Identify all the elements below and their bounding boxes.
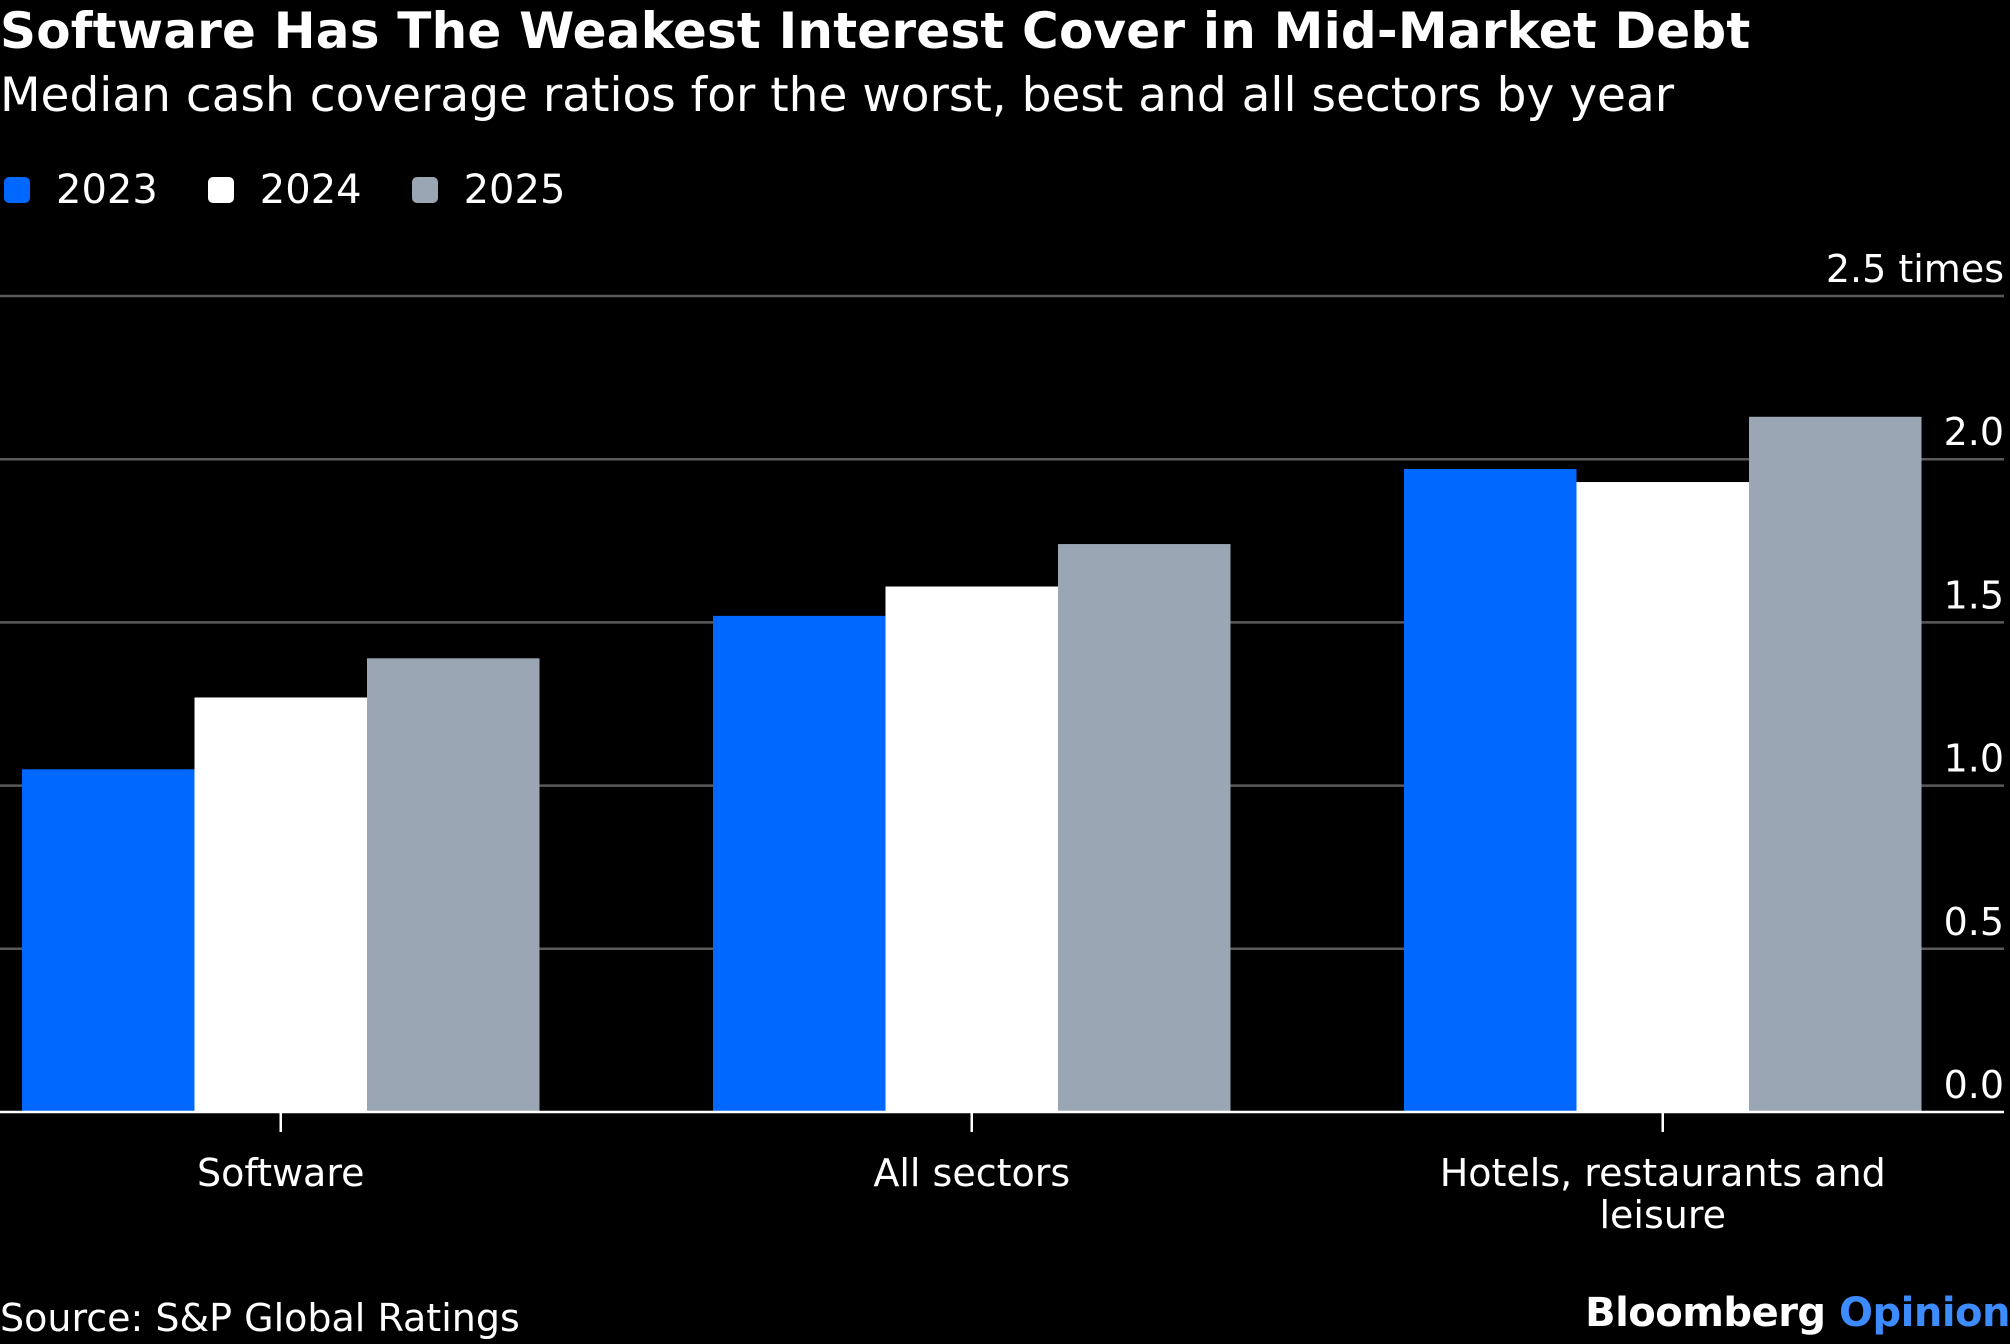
x-tick-label-line: Software: [197, 1151, 365, 1195]
bar-2023-0: [22, 769, 195, 1112]
bar-2024-0: [194, 697, 367, 1112]
y-tick-label: 0.0: [1944, 1063, 2004, 1107]
bar-2025-0: [367, 658, 540, 1112]
legend-label-2024: 2024: [259, 167, 362, 213]
y-tick-label: 1.0: [1944, 737, 2004, 781]
bar-2025-1: [1058, 544, 1231, 1112]
bar-2023-1: [713, 615, 886, 1112]
x-tick-label: Hotels, restaurants and leisure: [1440, 1151, 1886, 1237]
bar-2025-2: [1749, 416, 1922, 1112]
legend: 2023 2024 2025: [4, 165, 615, 215]
brand-name: Bloomberg: [1585, 1290, 1826, 1336]
legend-swatch-2025: [411, 177, 438, 203]
chart-subtitle: Median cash coverage ratios for the wors…: [0, 68, 1675, 123]
brand-suffix: Opinion: [1839, 1290, 2010, 1336]
y-tick-label: 0.5: [1944, 900, 2004, 944]
legend-item-2024: 2024: [207, 165, 362, 215]
x-tick-label-line: Hotels, restaurants and: [1440, 1151, 1886, 1195]
brand-logo: Bloomberg Opinion: [1585, 1290, 2010, 1336]
x-tick-label-line: All sectors: [873, 1151, 1070, 1195]
x-tick-label: Software: [197, 1151, 365, 1195]
bar-2024-1: [885, 586, 1058, 1112]
legend-label-2025: 2025: [463, 167, 566, 213]
legend-item-2023: 2023: [4, 165, 158, 215]
x-tick-label: All sectors: [873, 1151, 1070, 1195]
legend-item-2025: 2025: [411, 165, 566, 215]
legend-label-2023: 2023: [56, 167, 158, 213]
bar-2023-2: [1404, 468, 1577, 1112]
bar-2024-2: [1576, 482, 1749, 1113]
source-note: Source: S&P Global Ratings: [0, 1296, 520, 1340]
x-tick-label-line: leisure: [1599, 1193, 1726, 1237]
y-tick-label: 2.0: [1944, 410, 2004, 454]
legend-swatch-2024: [207, 177, 234, 203]
chart-title: Software Has The Weakest Interest Cover …: [0, 2, 1751, 60]
y-tick-label: 1.5: [1944, 573, 2004, 617]
y-tick-label: 2.5 times: [1826, 247, 2004, 291]
legend-swatch-2023: [4, 177, 30, 203]
